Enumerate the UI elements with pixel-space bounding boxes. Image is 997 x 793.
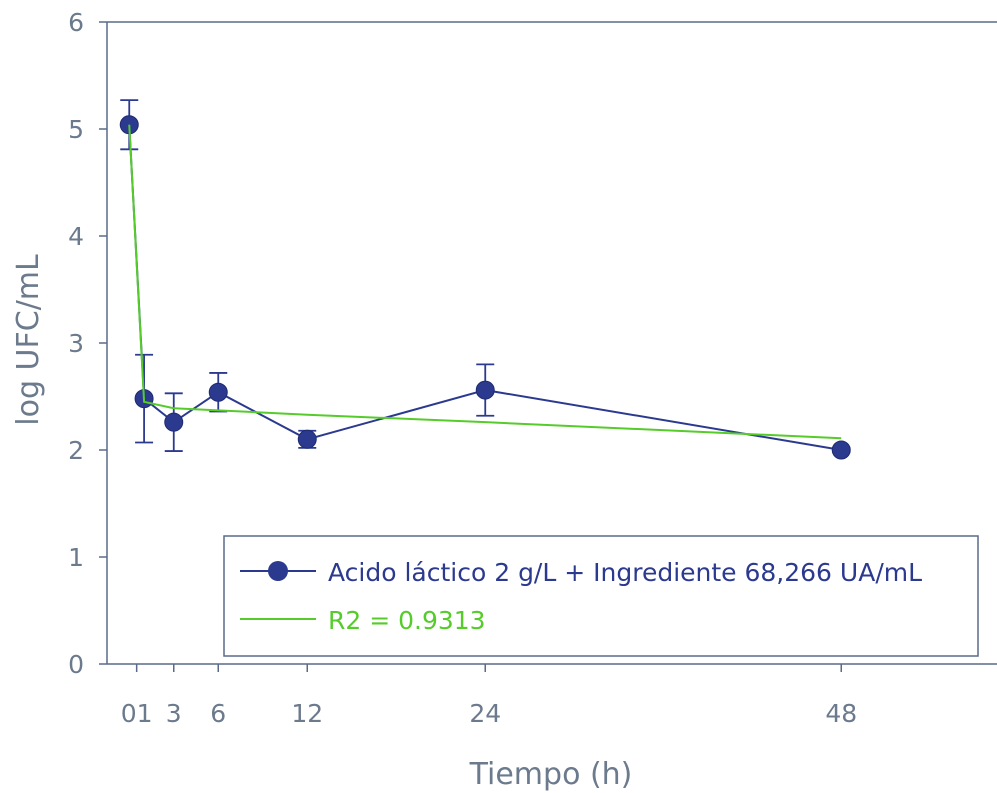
y-axis-label: log UFC/mL — [11, 254, 46, 426]
data-point-5 — [475, 380, 495, 400]
data-point-4 — [297, 429, 317, 449]
legend-marker-series-1 — [268, 561, 288, 581]
y-tick-label-4: 4 — [68, 222, 84, 251]
x-tick-label-0: 01 — [121, 699, 153, 728]
x-tick-label-3: 12 — [291, 699, 323, 728]
y-tick-label-2: 2 — [68, 436, 84, 465]
data-point-6 — [831, 440, 851, 460]
legend-label-series-2: R2 = 0.9313 — [328, 606, 486, 635]
series-2-line — [128, 124, 842, 440]
legend-box — [223, 535, 979, 657]
y-tick-label-6: 6 — [68, 8, 84, 37]
y-tick-label-3: 3 — [68, 329, 84, 358]
x-tick-label-4: 24 — [469, 699, 501, 728]
x-tick-label-2: 6 — [210, 699, 226, 728]
x-tick-label-1: 3 — [166, 699, 182, 728]
y-tick-label-1: 1 — [68, 543, 84, 572]
y-tick-label-5: 5 — [68, 115, 84, 144]
y-tick-label-0: 0 — [68, 650, 84, 679]
x-tick-label-5: 48 — [825, 699, 857, 728]
legend-label-series-1: Acido láctico 2 g/L + Ingrediente 68,266… — [328, 558, 922, 587]
x-axis-label: Tiempo (h) — [469, 757, 633, 792]
data-point-3 — [208, 382, 228, 402]
series-layer — [119, 99, 851, 460]
data-point-2 — [164, 412, 184, 432]
legend: Acido láctico 2 g/L + Ingrediente 68,266… — [223, 535, 979, 657]
